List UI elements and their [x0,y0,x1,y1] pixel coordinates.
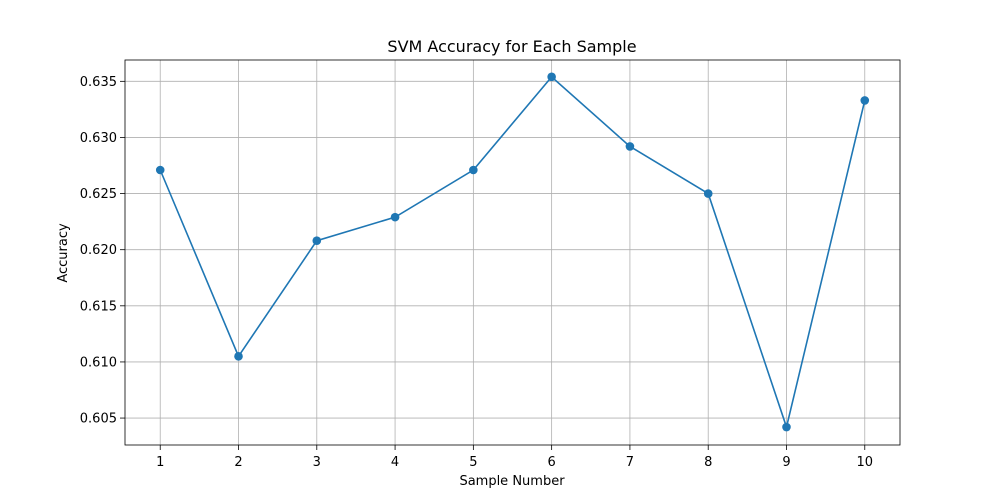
data-point [703,189,713,198]
x-tick-label: 1 [156,455,164,470]
data-point [782,422,791,432]
y-tick-label: 0.610 [80,355,117,370]
data-point [860,96,870,105]
data-point [234,352,243,361]
x-tick-label: 5 [469,455,477,470]
x-tick-label: 2 [234,455,242,470]
series-layer [155,72,870,432]
series-line [159,75,866,430]
y-tick-label: 0.630 [80,131,117,146]
x-tick-label: 9 [782,455,790,470]
chart-title: SVM Accuracy for Each Sample [387,37,636,56]
x-tick-label: 4 [391,455,399,470]
data-point [390,212,400,222]
data-point [469,165,478,175]
x-tick-label: 7 [626,455,634,470]
y-tick-label: 0.625 [80,187,117,202]
axes [124,59,901,446]
data-point [155,165,165,175]
y-tick-label: 0.605 [80,412,117,427]
y-axis-title: Accuracy [56,223,71,283]
plot-frame [124,59,901,446]
grid [125,60,900,445]
x-tick-label: 10 [856,455,873,470]
tick-layer: 1 2 3 4 5 6 7 8 9 10 0.605 0.610 0.615 0.620 0.625 0.63… [80,75,873,470]
y-tick-label: 0.635 [80,75,117,90]
data-point [625,142,635,151]
y-tick-label: 0.615 [80,299,117,314]
data-point [547,72,556,82]
data-point [312,236,322,246]
y-tick-label: 0.620 [80,243,117,258]
x-tick-label: 6 [548,455,556,470]
x-tick-label: 3 [313,455,321,470]
x-axis-title: Sample Number [459,474,565,489]
x-tick-label: 8 [704,455,712,470]
